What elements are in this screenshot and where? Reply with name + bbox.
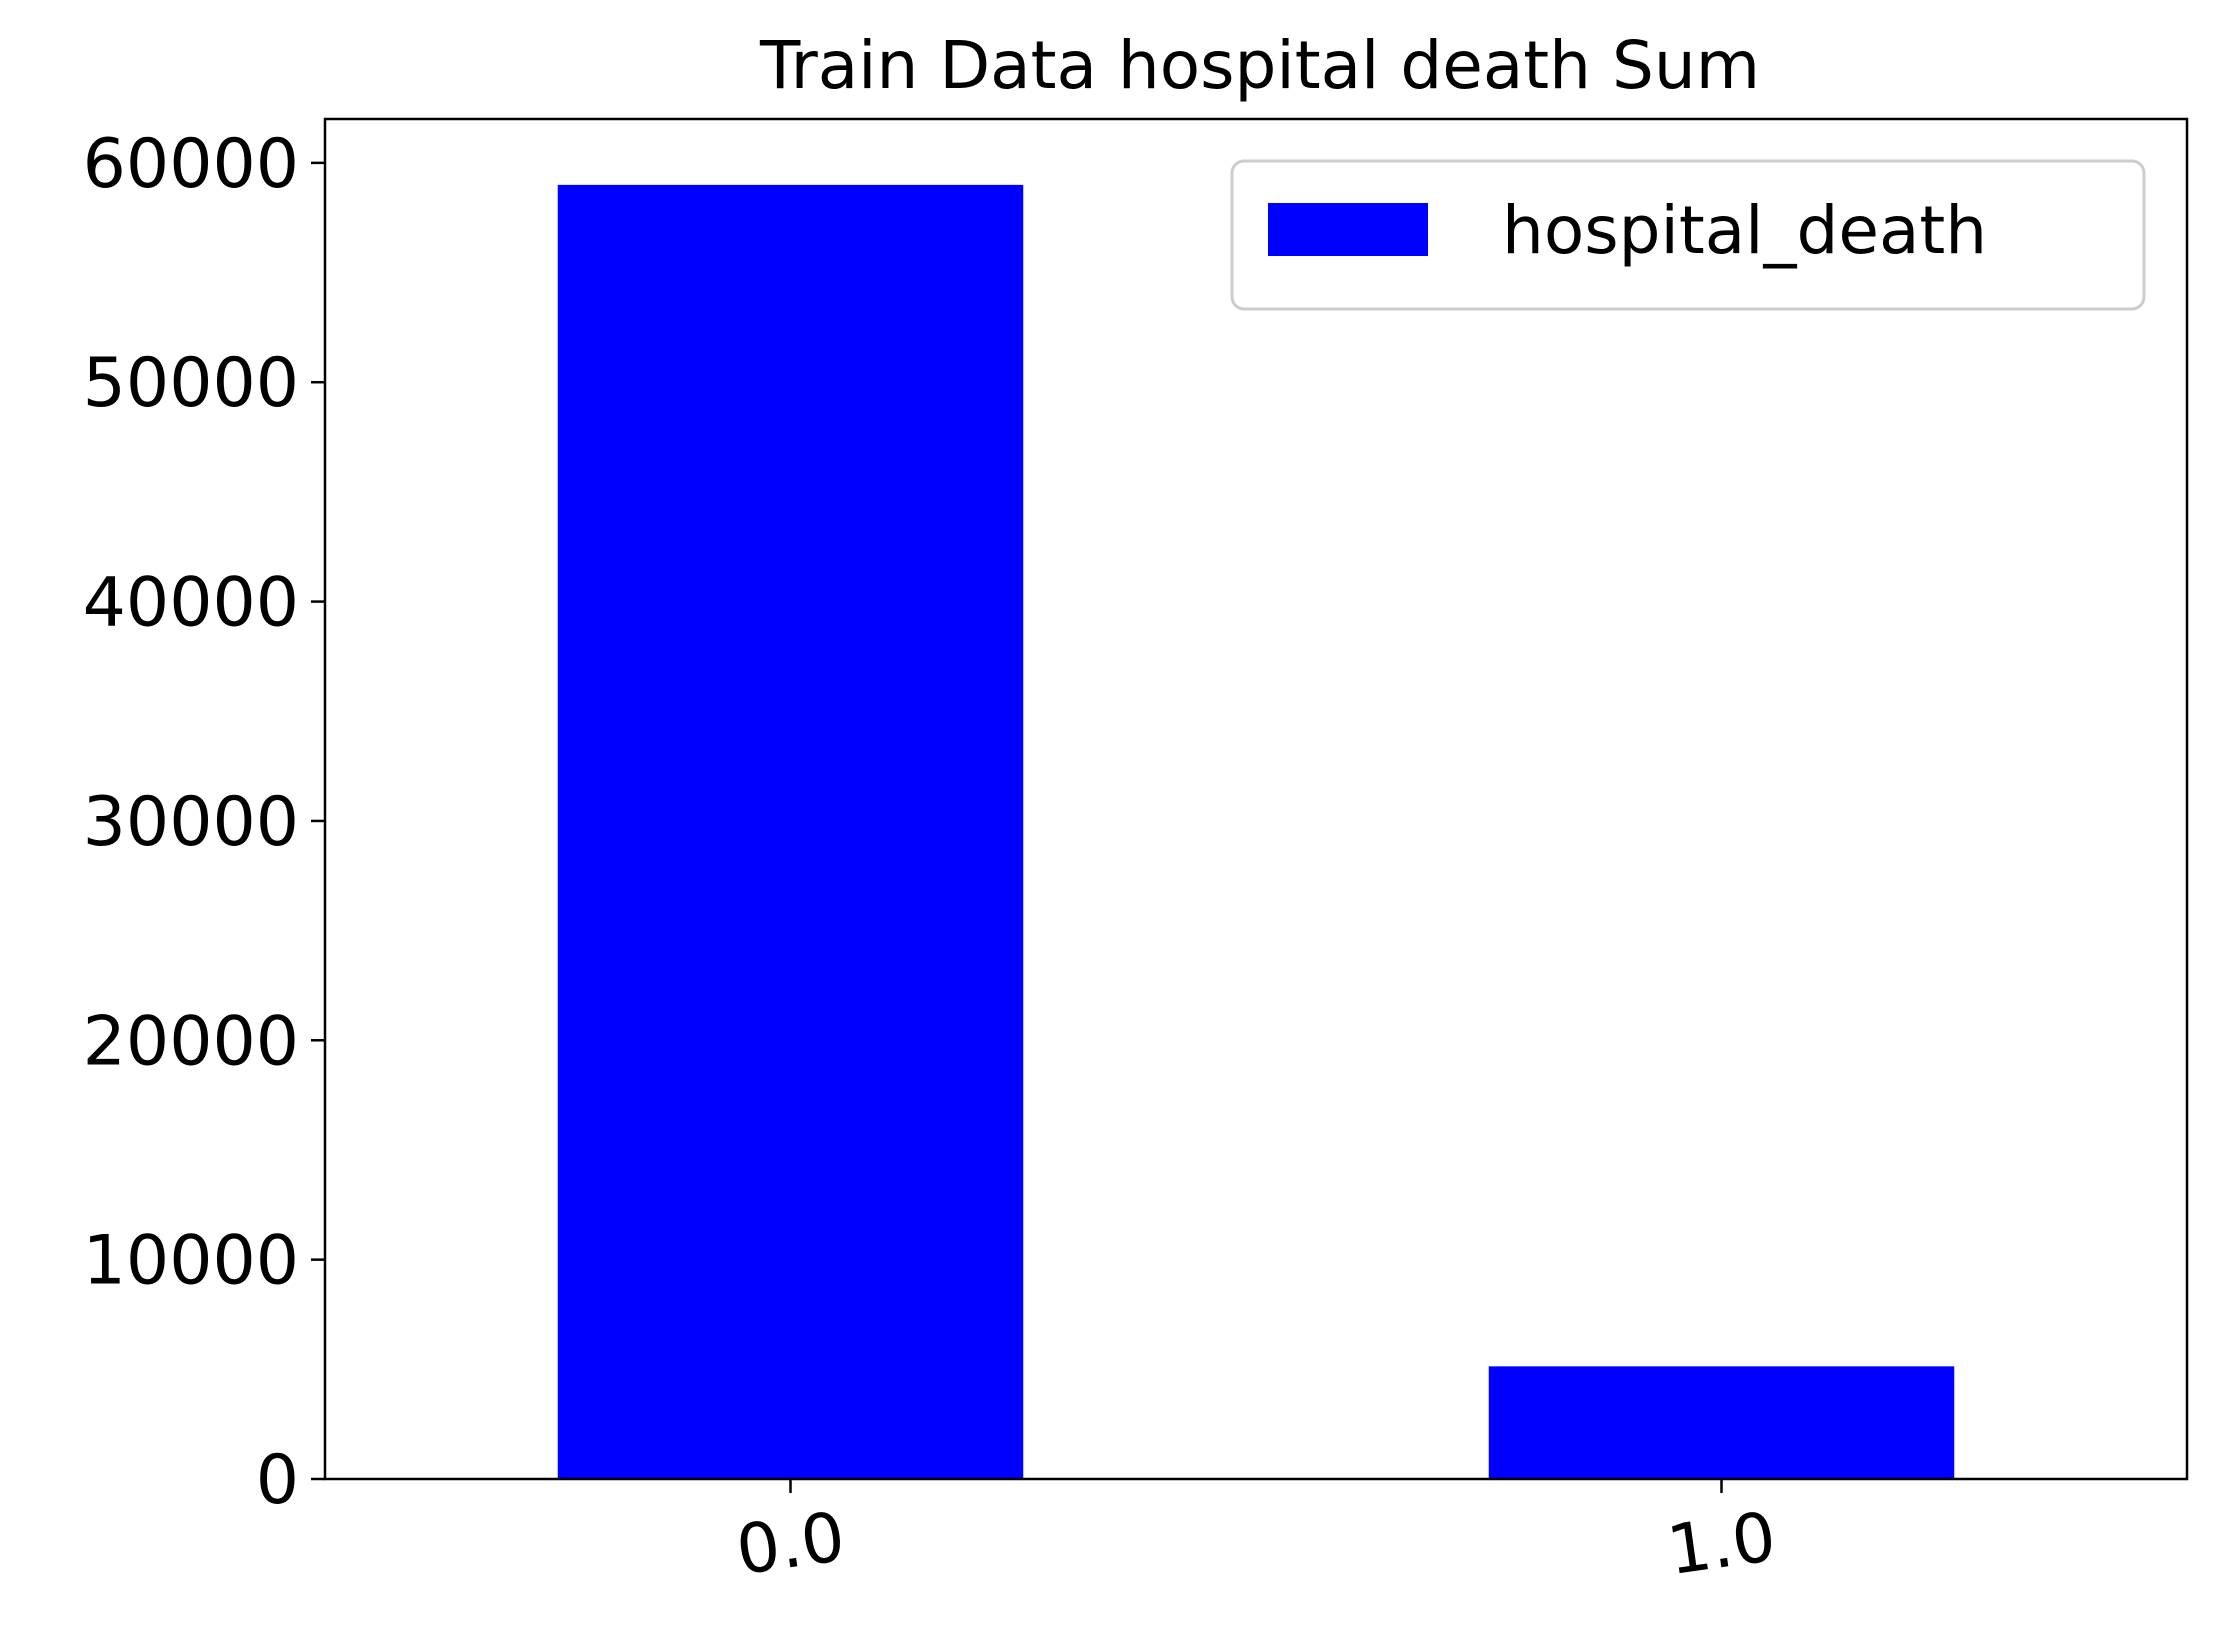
legend-label: hospital_death xyxy=(1502,192,1987,269)
x-tick-label: 1.0 xyxy=(1663,1498,1781,1591)
bars-group xyxy=(557,184,1955,1479)
chart-title: Train Data hospital death Sum xyxy=(759,27,1760,104)
y-tick-label: 60000 xyxy=(83,125,299,204)
y-tick-label: 50000 xyxy=(83,344,299,423)
x-tick-label: 0.0 xyxy=(732,1498,850,1591)
bar-1.0 xyxy=(1488,1366,1955,1479)
y-tick-label: 40000 xyxy=(83,564,299,643)
legend-frame xyxy=(1230,159,2146,311)
legend: hospital_death xyxy=(1230,159,2146,311)
y-tick-label: 0 xyxy=(256,1441,299,1520)
y-axis: 0 10000 20000 30000 40000 50000 60000 xyxy=(83,125,325,1520)
axes-frame xyxy=(323,117,2189,1481)
y-tick-label: 10000 xyxy=(83,1222,299,1301)
x-axis: 0.0 1.0 xyxy=(732,1479,1781,1591)
y-tick-label: 20000 xyxy=(83,1002,299,1081)
bar-0.0 xyxy=(557,184,1024,1479)
legend-swatch xyxy=(1268,203,1428,256)
y-tick-label: 30000 xyxy=(83,783,299,862)
